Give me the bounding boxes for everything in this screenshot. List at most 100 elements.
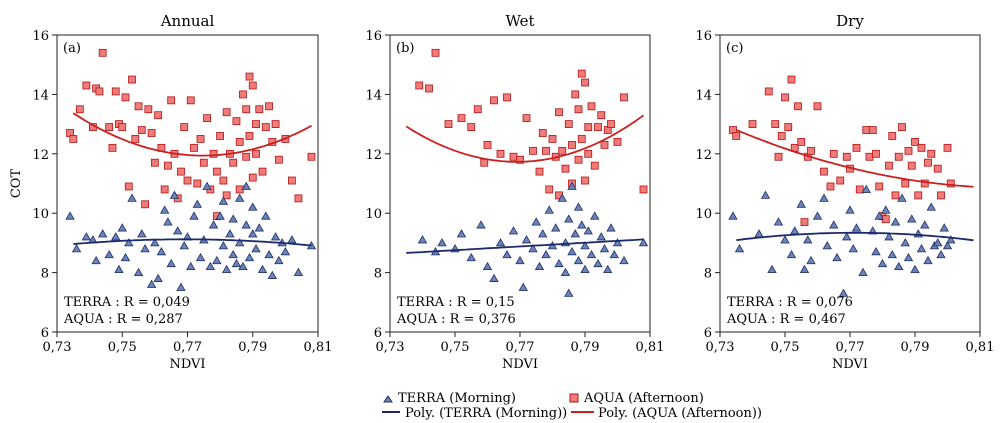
aqua-point: [613, 138, 622, 146]
aqua-point: [577, 135, 586, 143]
panel-label: (a): [63, 41, 81, 56]
correlation-annotation: TERRA : R = 0,15: [397, 295, 515, 310]
aqua-point: [242, 105, 251, 114]
y-tick-label: 14: [365, 88, 382, 103]
aqua-point: [167, 96, 176, 105]
aqua-point: [457, 114, 466, 123]
terra-point: [120, 252, 131, 262]
y-tick-label: 6: [374, 326, 382, 341]
terra-point: [638, 238, 649, 247]
aqua-point: [868, 126, 877, 134]
terra-point: [241, 181, 251, 190]
legend-aqua-fit-label: Poly. (AQUA (Afternoon)): [598, 406, 762, 421]
x-axis-label: NDVI: [169, 357, 205, 372]
terra-point: [734, 244, 745, 253]
aqua-point: [252, 120, 260, 128]
x-tick-label: 0,75: [108, 340, 137, 355]
aqua-point: [826, 182, 835, 191]
terra-point: [560, 267, 571, 277]
legend-terra-marker: [383, 395, 393, 403]
aqua-fit-curve: [72, 112, 312, 157]
aqua-point: [222, 191, 231, 200]
x-tick-label: 0,81: [304, 340, 333, 355]
aqua-point: [558, 146, 567, 155]
terra-point: [225, 229, 235, 238]
terra-point: [907, 214, 917, 223]
terra-point: [754, 229, 764, 238]
aqua-point: [548, 135, 557, 143]
aqua-point: [287, 176, 296, 185]
aqua-point: [797, 138, 806, 146]
y-tick-label: 8: [41, 267, 49, 282]
aqua-point: [842, 152, 851, 161]
aqua-fit-curve: [735, 129, 974, 188]
aqua-point: [105, 123, 114, 131]
terra-point: [218, 196, 229, 205]
terra-point: [114, 264, 124, 274]
terra-point: [612, 238, 623, 247]
terra-point: [593, 258, 603, 268]
aqua-point: [529, 146, 537, 155]
terra-point: [942, 241, 953, 250]
aqua-point: [108, 143, 117, 152]
aqua-point: [144, 105, 153, 114]
aqua-point: [483, 140, 492, 149]
terra-point: [466, 252, 476, 262]
aqua-point: [561, 164, 570, 173]
aqua-point: [538, 129, 547, 137]
terra-point: [609, 249, 619, 259]
aqua-point: [232, 117, 241, 126]
aqua-point: [467, 123, 476, 131]
terra-point: [65, 211, 75, 220]
x-tick-label: 0,77: [506, 340, 535, 355]
terra-point: [189, 211, 199, 220]
terra-point: [590, 211, 600, 220]
x-tick-label: 0,75: [771, 340, 800, 355]
terra-point: [515, 255, 525, 265]
aqua-point: [836, 176, 845, 185]
aqua-point: [212, 167, 221, 176]
aqua-point: [180, 123, 189, 131]
aqua-point: [503, 93, 511, 102]
aqua-point: [568, 140, 576, 149]
aqua-point: [307, 152, 316, 161]
aqua-point: [294, 194, 303, 203]
aqua-point: [594, 123, 602, 131]
terra-point: [241, 220, 251, 229]
terra-point: [881, 205, 891, 214]
terra-point: [767, 264, 777, 274]
aqua-point: [584, 149, 593, 158]
y-tick-label: 14: [695, 88, 712, 103]
terra-fit-curve: [73, 238, 312, 247]
terra-point: [799, 264, 810, 274]
terra-point: [192, 199, 202, 208]
terra-point: [140, 244, 150, 253]
terra-point: [531, 217, 541, 226]
terra-point: [169, 190, 180, 199]
terra-point: [476, 220, 486, 229]
terra-point: [495, 238, 506, 247]
aqua-point: [571, 90, 580, 99]
chart-panel-2: Wet (b) 6 8 10 12 14 16 0,73 0,75 0,77 0,79 0,81 NDVI…: [365, 12, 664, 372]
aqua-point: [509, 152, 518, 161]
legend-aqua-label: AQUA (Afternoon): [583, 391, 704, 406]
terra-point: [221, 264, 232, 274]
terra-point: [280, 247, 291, 256]
aqua-point: [764, 87, 773, 96]
terra-point: [528, 244, 538, 253]
terra-point: [534, 261, 545, 271]
terra-point: [573, 255, 584, 265]
aqua-point: [425, 84, 433, 93]
terra-point: [829, 220, 839, 229]
aqua-point: [131, 135, 140, 143]
aqua-point: [574, 155, 583, 164]
aqua-point: [535, 167, 544, 176]
x-tick-label: 0,79: [901, 340, 930, 355]
x-axis-label: NDVI: [832, 357, 868, 372]
terra-point: [790, 226, 800, 235]
aqua-point: [781, 93, 789, 102]
y-tick-label: 12: [32, 148, 49, 163]
terra-point: [910, 264, 920, 274]
aqua-point: [150, 158, 159, 167]
